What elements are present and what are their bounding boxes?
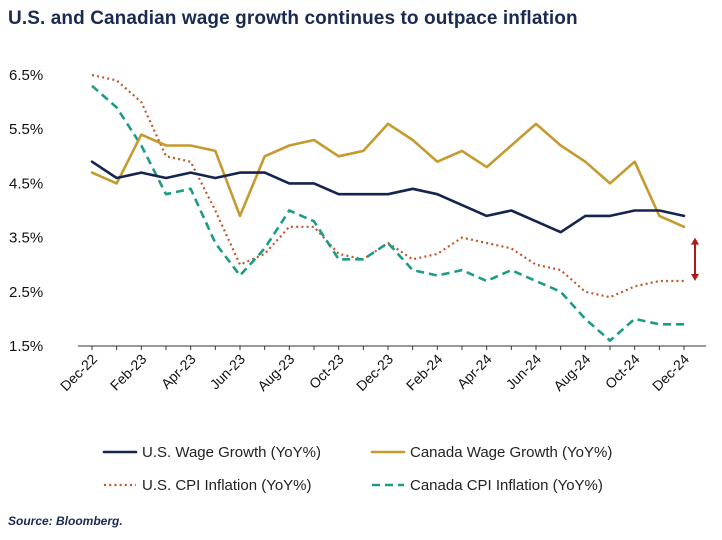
source-note: Source: Bloomberg. <box>8 514 123 528</box>
legend-label: Canada Wage Growth (YoY%) <box>410 444 612 461</box>
x-tick-label: Dec-23 <box>353 351 396 394</box>
series-line-us-cpi <box>91 73 684 299</box>
x-tick-label: Apr-24 <box>454 351 495 392</box>
series-line-canada-cpi <box>91 84 684 342</box>
gap-arrow-head-bottom <box>691 273 699 281</box>
series-line-canada-wage <box>90 122 686 229</box>
x-tick-label: Jun-24 <box>503 351 545 393</box>
legend: U.S. Wage Growth (YoY%) Canada Wage Growt… <box>102 444 612 494</box>
x-axis-ticks: Dec-22 Feb-23 Apr-23 Jun-23 Aug-23 Oct-23 Dec-… <box>57 351 692 394</box>
x-tick-label: Dec-22 <box>57 351 100 394</box>
y-tick-label: 5.5% <box>9 121 43 138</box>
legend-label: U.S. CPI Inflation (YoY%) <box>142 477 312 494</box>
axes <box>78 345 706 350</box>
x-tick-label: Aug-24 <box>550 351 593 394</box>
y-axis-ticks: 1.5% 2.5% 3.5% 4.5% 5.5% 6.5% <box>9 67 43 355</box>
chart-title: U.S. and Canadian wage growth continues … <box>8 8 578 29</box>
x-tick-label: Oct-23 <box>306 351 347 392</box>
x-tick-label: Jun-23 <box>207 351 249 393</box>
x-tick-label: Apr-23 <box>158 351 199 392</box>
annotations <box>691 237 699 281</box>
y-tick-label: 3.5% <box>9 230 43 247</box>
x-tick-label: Dec-24 <box>649 351 692 394</box>
gap-arrow-head-top <box>691 237 699 245</box>
x-tick-label: Feb-23 <box>107 351 150 394</box>
series-line-us-wage <box>90 160 686 234</box>
series-lines <box>90 73 686 342</box>
y-tick-label: 2.5% <box>9 284 43 301</box>
y-tick-label: 6.5% <box>9 67 43 84</box>
x-tick-label: Oct-24 <box>602 351 643 392</box>
legend-label: U.S. Wage Growth (YoY%) <box>142 444 321 461</box>
x-tick-label: Aug-23 <box>254 351 297 394</box>
legend-label: Canada CPI Inflation (YoY%) <box>410 477 603 494</box>
x-tick-label: Feb-24 <box>403 351 446 394</box>
y-tick-label: 4.5% <box>9 175 43 192</box>
y-tick-label: 1.5% <box>9 338 43 355</box>
